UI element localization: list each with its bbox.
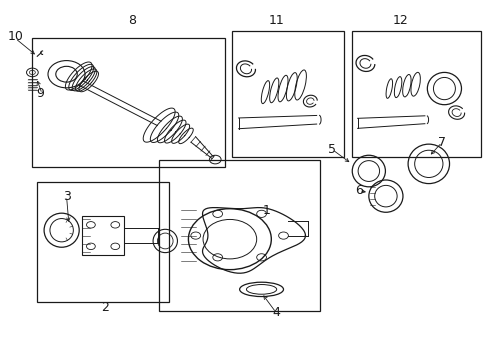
Text: 4: 4 [272,306,280,319]
Text: 12: 12 [392,14,407,27]
Text: 7: 7 [437,136,445,149]
Text: 5: 5 [327,143,336,156]
Bar [159,160,320,311]
Text: 6: 6 [354,184,362,197]
Text: 9: 9 [36,87,43,100]
Text: 3: 3 [62,190,70,203]
Text: 10: 10 [7,30,23,43]
Bar [351,31,480,157]
Bar [82,216,123,255]
Text: 2: 2 [102,301,109,314]
Text: 1: 1 [262,204,270,217]
Bar [37,182,168,302]
Bar [232,31,344,157]
Text: 8: 8 [128,14,136,27]
Bar [32,39,224,167]
Text: 11: 11 [268,14,284,27]
